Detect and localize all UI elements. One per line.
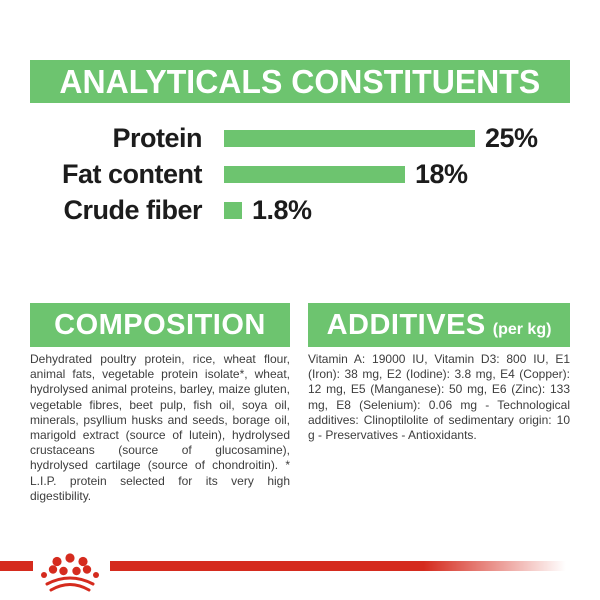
- bar-protein: [224, 130, 475, 147]
- analyticals-title: ANALYTICALS CONSTITUENTS: [59, 62, 541, 100]
- bar-label: Fat content: [62, 159, 203, 189]
- additives-header: ADDITIVES (per kg): [308, 303, 570, 347]
- additives-unit: (per kg): [492, 321, 552, 338]
- bar-row-fat-content: Fat content 18%: [30, 156, 590, 193]
- additives-body: Vitamin A: 19000 IU, Vitamin D3: 800 IU,…: [308, 352, 570, 443]
- composition-body: Dehydrated poultry protein, rice, wheat …: [30, 352, 290, 503]
- analyticals-header: ANALYTICALS CONSTITUENTS: [30, 60, 570, 103]
- bar-fat-content: [224, 166, 405, 183]
- bar-row-protein: Protein 25%: [30, 120, 590, 157]
- bar-value: 18%: [415, 159, 468, 189]
- bar-row-crude-fiber: Crude fiber 1.8%: [30, 192, 590, 229]
- bar-crude-fiber: [224, 202, 242, 219]
- additives-title: ADDITIVES: [326, 309, 486, 341]
- bar-label: Protein: [112, 123, 202, 153]
- bar-value: 25%: [485, 123, 538, 153]
- composition-header: COMPOSITION: [30, 303, 290, 347]
- brand-stripe-right: [110, 561, 600, 571]
- composition-title: COMPOSITION: [54, 309, 266, 341]
- royal-canin-crown-icon: [41, 553, 99, 592]
- bar-value: 1.8%: [252, 195, 312, 225]
- bar-label: Crude fiber: [63, 195, 202, 225]
- brand-stripe-left: [0, 561, 33, 571]
